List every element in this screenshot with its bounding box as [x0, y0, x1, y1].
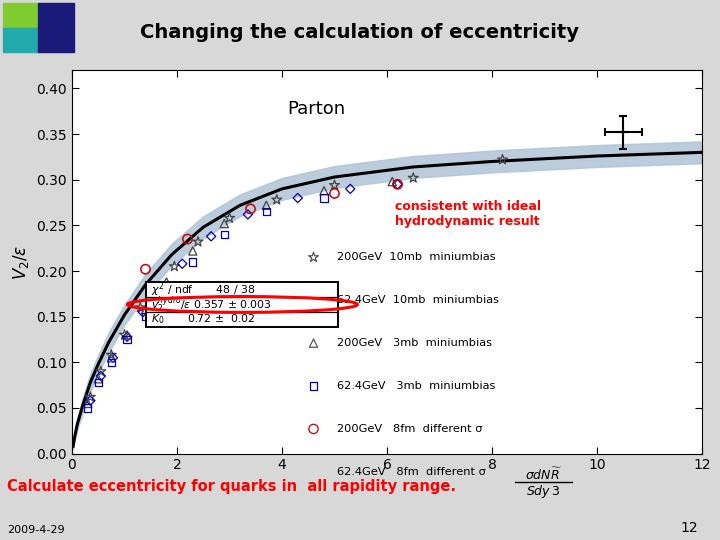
Point — [168, 262, 180, 271]
Text: Calculate eccentricity for quarks in  all rapidity range.: Calculate eccentricity for quarks in all… — [7, 479, 456, 494]
Point — [192, 238, 204, 246]
Point — [392, 180, 403, 188]
Bar — [4, 28, 40, 52]
Y-axis label: $V_2/\varepsilon$: $V_2/\varepsilon$ — [11, 244, 31, 280]
Text: 62.4GeV  10mb  miniumbias: 62.4GeV 10mb miniumbias — [337, 295, 499, 305]
Point — [205, 232, 217, 241]
Text: Changing the calculation of eccentricity: Changing the calculation of eccentricity — [140, 23, 580, 42]
Point — [122, 333, 133, 341]
Point — [85, 396, 96, 405]
Point — [95, 367, 107, 376]
Text: consistent with ideal
hydrodynamic result: consistent with ideal hydrodynamic resul… — [395, 200, 541, 228]
Text: Parton: Parton — [287, 100, 346, 118]
Point — [261, 207, 272, 216]
Text: 200GeV   8fm  different σ: 200GeV 8fm different σ — [337, 424, 482, 434]
Point — [140, 305, 151, 314]
Text: 62.4GeV   3mb  miniumbias: 62.4GeV 3mb miniumbias — [337, 381, 495, 391]
Point — [122, 335, 133, 344]
Point — [245, 212, 256, 220]
Point — [307, 382, 319, 390]
Point — [82, 403, 94, 412]
Point — [140, 268, 151, 277]
Point — [245, 205, 256, 213]
Text: $v_2^{hydro}/\varepsilon$ 0.357 ± 0.003: $v_2^{hydro}/\varepsilon$ 0.357 ± 0.003 — [151, 294, 272, 315]
Point — [329, 189, 341, 198]
Point — [387, 177, 398, 186]
Point — [161, 283, 172, 292]
Point — [271, 195, 282, 204]
Text: 2009-4-29: 2009-4-29 — [7, 524, 65, 535]
Bar — [4, 3, 40, 27]
Point — [150, 287, 162, 295]
Point — [307, 296, 319, 305]
Point — [135, 303, 146, 312]
Text: $K_0$       0.72 ±  0.02: $K_0$ 0.72 ± 0.02 — [151, 313, 256, 327]
Point — [181, 235, 193, 244]
Point — [92, 374, 104, 383]
Point — [107, 353, 119, 362]
Point — [307, 424, 319, 433]
Point — [106, 353, 117, 362]
Text: 200GeV   3mb  miniumbias: 200GeV 3mb miniumbias — [337, 338, 492, 348]
Point — [392, 180, 403, 188]
Point — [122, 330, 133, 339]
Text: 200GeV  10mb  miniumbias: 200GeV 10mb miniumbias — [337, 252, 496, 262]
Point — [161, 278, 172, 286]
Text: 12: 12 — [681, 521, 698, 535]
Point — [292, 194, 304, 202]
Point — [318, 186, 330, 195]
Point — [187, 258, 199, 266]
Point — [261, 201, 272, 210]
Point — [307, 468, 319, 476]
Point — [137, 308, 148, 316]
Point — [318, 194, 330, 202]
Point — [106, 350, 117, 359]
Point — [95, 372, 107, 380]
Point — [140, 265, 151, 274]
Point — [307, 253, 319, 262]
Point — [82, 399, 94, 408]
Text: $Sdy\,3$: $Sdy\,3$ — [526, 483, 561, 500]
Point — [497, 156, 508, 164]
Point — [218, 230, 230, 239]
Point — [106, 358, 117, 367]
Point — [224, 214, 235, 222]
Point — [307, 339, 319, 347]
Text: $\chi^2$ / ndf       48 / 38: $\chi^2$ / ndf 48 / 38 — [151, 280, 256, 299]
Text: $\sigma dN\widetilde{R}$: $\sigma dN\widetilde{R}$ — [525, 467, 562, 483]
Point — [242, 210, 253, 219]
Point — [119, 330, 130, 339]
Point — [408, 173, 419, 182]
Point — [85, 393, 96, 401]
Point — [307, 201, 319, 210]
Point — [187, 247, 199, 255]
FancyBboxPatch shape — [146, 282, 338, 327]
Point — [140, 312, 151, 321]
Bar — [38, 3, 74, 52]
Point — [344, 185, 356, 193]
Point — [156, 285, 167, 294]
Text: 62.4GeV   8fm  different σ: 62.4GeV 8fm different σ — [337, 467, 486, 477]
Point — [92, 378, 104, 387]
Point — [181, 241, 193, 250]
Point — [176, 259, 188, 268]
Point — [329, 181, 341, 190]
Point — [218, 219, 230, 228]
